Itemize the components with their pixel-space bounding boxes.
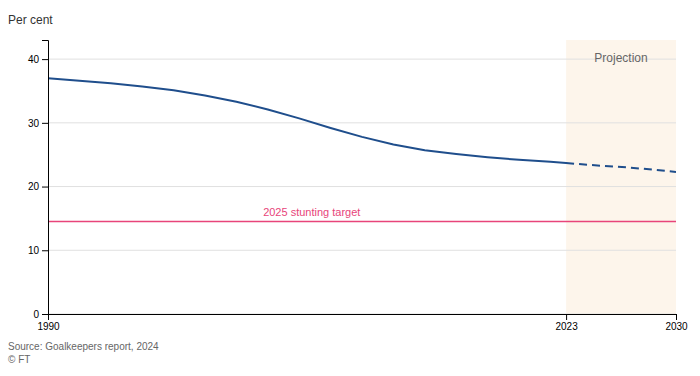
projection-shading bbox=[566, 40, 676, 314]
y-axis-title: Per cent bbox=[8, 13, 53, 27]
y-tick-mark bbox=[42, 59, 48, 60]
y-axis-line bbox=[42, 41, 49, 315]
x-axis: 1990 2023 2030 bbox=[37, 314, 688, 332]
x-axis-line bbox=[49, 315, 677, 321]
x-tick-mark bbox=[676, 314, 677, 320]
x-tick: 1990 bbox=[37, 314, 60, 332]
y-tick-mark bbox=[42, 123, 48, 124]
grid-line bbox=[48, 122, 676, 123]
y-tick-label: 20 bbox=[28, 181, 40, 192]
y-tick-label: 10 bbox=[28, 245, 40, 256]
y-tick: 30 bbox=[28, 118, 48, 129]
y-tick-label: 40 bbox=[28, 54, 40, 65]
x-tick-label: 2030 bbox=[665, 321, 688, 332]
chart: 199020232030010203040Per cent2025 stunti… bbox=[0, 0, 700, 376]
plot-area bbox=[48, 40, 676, 314]
y-tick-mark bbox=[42, 187, 48, 188]
y-tick-mark bbox=[42, 314, 48, 315]
plot: 199020232030010203040Per cent2025 stunti… bbox=[8, 13, 688, 332]
projection-line bbox=[566, 163, 676, 172]
source: Source: Goalkeepers report, 2024© FT bbox=[8, 341, 159, 365]
x-tick-label: 1990 bbox=[37, 321, 60, 332]
x-tick-label: 2023 bbox=[555, 321, 578, 332]
y-tick-label: 30 bbox=[28, 118, 40, 129]
x-tick: 2030 bbox=[665, 314, 688, 332]
y-axis: 0 10 20 30 40 bbox=[28, 41, 49, 320]
y-tick-mark bbox=[42, 250, 48, 251]
target-label: 2025 stunting target bbox=[263, 206, 360, 218]
y-tick: 40 bbox=[28, 54, 48, 65]
y-tick: 20 bbox=[28, 181, 48, 192]
y-tick: 10 bbox=[28, 245, 48, 256]
x-tick-mark bbox=[566, 314, 567, 320]
grid-line bbox=[48, 250, 676, 251]
projection-label: Projection bbox=[594, 51, 647, 65]
target-line bbox=[48, 221, 676, 223]
history-line bbox=[48, 78, 566, 163]
grid-line bbox=[48, 59, 676, 60]
y-tick: 0 bbox=[33, 309, 48, 320]
grid-line bbox=[48, 186, 676, 187]
grid-line bbox=[48, 314, 676, 315]
x-tick: 2023 bbox=[555, 314, 578, 332]
y-tick-label: 0 bbox=[33, 309, 39, 320]
